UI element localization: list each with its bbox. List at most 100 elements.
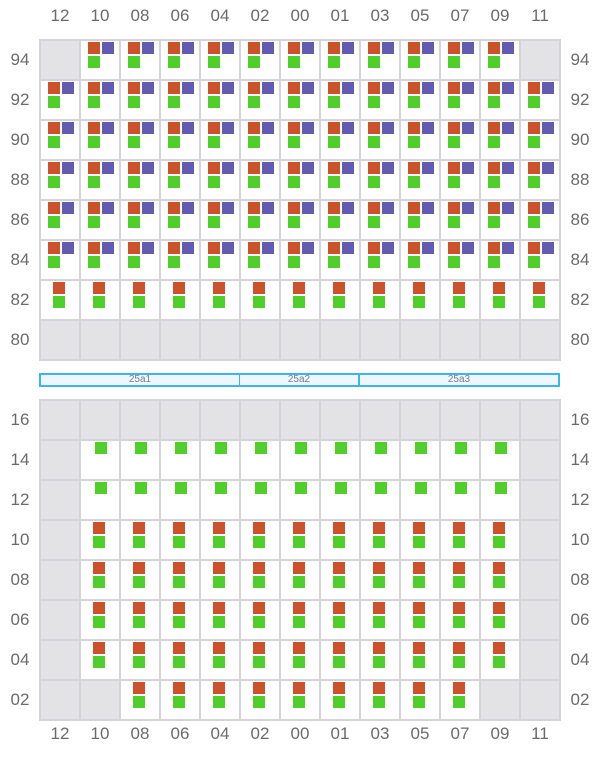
slot-cell[interactable] [281, 81, 319, 119]
slot-cell[interactable] [41, 641, 79, 679]
slot-cell[interactable] [441, 41, 479, 79]
slot-cell[interactable] [41, 201, 79, 239]
slot-cell[interactable] [201, 41, 239, 79]
slot-cell[interactable] [121, 401, 159, 439]
slot-cell[interactable] [241, 201, 279, 239]
slot-cell[interactable] [161, 601, 199, 639]
slot-cell[interactable] [281, 641, 319, 679]
slot-cell[interactable] [281, 121, 319, 159]
band-segment[interactable]: 25a1 [39, 373, 241, 387]
slot-cell[interactable] [441, 281, 479, 319]
slot-cell[interactable] [201, 81, 239, 119]
slot-cell[interactable] [81, 161, 119, 199]
slot-cell[interactable] [481, 281, 519, 319]
slot-cell[interactable] [241, 601, 279, 639]
slot-cell[interactable] [81, 121, 119, 159]
slot-cell[interactable] [161, 401, 199, 439]
slot-cell[interactable] [281, 321, 319, 359]
slot-cell[interactable] [81, 561, 119, 599]
slot-cell[interactable] [481, 521, 519, 559]
slot-cell[interactable] [201, 601, 239, 639]
slot-cell[interactable] [521, 601, 559, 639]
slot-cell[interactable] [321, 521, 359, 559]
slot-cell[interactable] [481, 321, 519, 359]
slot-cell[interactable] [361, 121, 399, 159]
slot-cell[interactable] [241, 321, 279, 359]
slot-cell[interactable] [321, 601, 359, 639]
slot-cell[interactable] [401, 161, 439, 199]
slot-cell[interactable] [161, 41, 199, 79]
slot-cell[interactable] [81, 201, 119, 239]
slot-cell[interactable] [121, 601, 159, 639]
slot-cell[interactable] [121, 681, 159, 719]
slot-cell[interactable] [241, 81, 279, 119]
slot-cell[interactable] [481, 681, 519, 719]
slot-cell[interactable] [481, 201, 519, 239]
slot-cell[interactable] [401, 241, 439, 279]
slot-cell[interactable] [241, 521, 279, 559]
slot-cell[interactable] [81, 521, 119, 559]
slot-cell[interactable] [521, 41, 559, 79]
slot-cell[interactable] [521, 241, 559, 279]
slot-cell[interactable] [521, 561, 559, 599]
slot-cell[interactable] [81, 281, 119, 319]
slot-cell[interactable] [481, 41, 519, 79]
slot-cell[interactable] [361, 521, 399, 559]
slot-cell[interactable] [521, 481, 559, 519]
slot-cell[interactable] [121, 241, 159, 279]
slot-cell[interactable] [441, 641, 479, 679]
slot-cell[interactable] [161, 441, 199, 479]
slot-cell[interactable] [321, 241, 359, 279]
slot-cell[interactable] [401, 561, 439, 599]
slot-cell[interactable] [41, 441, 79, 479]
slot-cell[interactable] [441, 481, 479, 519]
slot-cell[interactable] [201, 401, 239, 439]
slot-cell[interactable] [401, 681, 439, 719]
slot-cell[interactable] [481, 81, 519, 119]
slot-cell[interactable] [321, 161, 359, 199]
slot-cell[interactable] [41, 681, 79, 719]
slot-cell[interactable] [401, 481, 439, 519]
slot-cell[interactable] [41, 321, 79, 359]
slot-cell[interactable] [201, 521, 239, 559]
slot-cell[interactable] [441, 601, 479, 639]
slot-cell[interactable] [401, 321, 439, 359]
slot-cell[interactable] [241, 441, 279, 479]
slot-cell[interactable] [201, 321, 239, 359]
slot-cell[interactable] [481, 561, 519, 599]
slot-cell[interactable] [201, 121, 239, 159]
slot-cell[interactable] [81, 681, 119, 719]
slot-cell[interactable] [481, 241, 519, 279]
slot-cell[interactable] [121, 481, 159, 519]
slot-cell[interactable] [121, 561, 159, 599]
slot-cell[interactable] [481, 401, 519, 439]
slot-cell[interactable] [441, 201, 479, 239]
slot-cell[interactable] [441, 521, 479, 559]
slot-cell[interactable] [361, 561, 399, 599]
slot-cell[interactable] [201, 201, 239, 239]
slot-cell[interactable] [281, 281, 319, 319]
slot-cell[interactable] [201, 481, 239, 519]
slot-cell[interactable] [521, 521, 559, 559]
slot-cell[interactable] [401, 201, 439, 239]
slot-cell[interactable] [121, 441, 159, 479]
slot-cell[interactable] [401, 441, 439, 479]
slot-cell[interactable] [241, 641, 279, 679]
slot-cell[interactable] [521, 161, 559, 199]
slot-cell[interactable] [361, 481, 399, 519]
slot-cell[interactable] [321, 41, 359, 79]
slot-cell[interactable] [361, 401, 399, 439]
slot-cell[interactable] [401, 81, 439, 119]
slot-cell[interactable] [241, 241, 279, 279]
slot-cell[interactable] [321, 401, 359, 439]
slot-cell[interactable] [441, 121, 479, 159]
slot-cell[interactable] [521, 81, 559, 119]
slot-cell[interactable] [161, 481, 199, 519]
slot-cell[interactable] [361, 41, 399, 79]
slot-cell[interactable] [41, 521, 79, 559]
slot-cell[interactable] [481, 161, 519, 199]
band-segment[interactable]: 25a2 [239, 373, 360, 387]
slot-cell[interactable] [361, 641, 399, 679]
slot-cell[interactable] [481, 481, 519, 519]
slot-cell[interactable] [241, 281, 279, 319]
